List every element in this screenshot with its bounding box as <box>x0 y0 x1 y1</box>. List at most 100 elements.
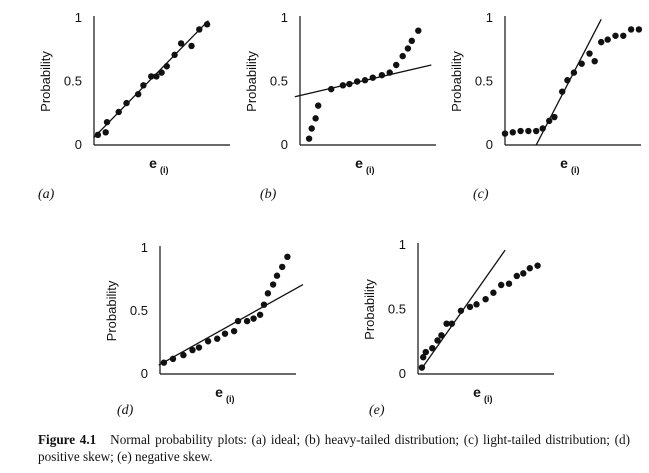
x-axis-label: e <box>560 155 568 171</box>
panel-label: (e) <box>369 403 385 418</box>
data-point <box>315 102 322 109</box>
data-point <box>94 131 102 139</box>
data-point <box>339 82 347 89</box>
data-point <box>123 99 130 107</box>
y-tick-label: 0 <box>399 366 406 381</box>
panel-label: (a) <box>38 187 55 202</box>
panel-c: 0 0.5 1 Probability e (i) (c) <box>449 10 643 202</box>
data-point <box>415 27 422 34</box>
data-point <box>354 78 361 85</box>
data-point <box>158 69 165 76</box>
data-point <box>221 330 229 337</box>
data-point <box>214 335 221 342</box>
data-point <box>448 320 455 327</box>
data-point <box>546 117 553 125</box>
data-point <box>591 57 598 65</box>
data-point <box>533 127 540 135</box>
data-point <box>525 127 532 135</box>
caption-label: Figure 4.1 <box>38 432 97 447</box>
data-point <box>346 80 353 88</box>
x-axis-label-subscript: (i) <box>226 394 235 404</box>
y-tick-label: 0 <box>486 137 493 152</box>
x-axis-label-subscript: (i) <box>484 394 493 404</box>
data-point <box>203 21 211 28</box>
data-point <box>308 125 315 132</box>
data-point <box>234 317 242 325</box>
data-point <box>534 262 541 269</box>
data-point <box>115 108 122 116</box>
x-axis-label-subscript: (i) <box>366 165 375 175</box>
data-point <box>586 50 593 57</box>
data-point <box>520 270 527 277</box>
data-point <box>443 320 450 327</box>
y-tick-label: 0.5 <box>475 74 493 89</box>
y-tick-label: 0 <box>281 137 288 152</box>
data-point <box>404 45 412 52</box>
data-point <box>466 303 474 311</box>
data-point <box>103 118 111 126</box>
data-point <box>438 332 445 339</box>
data-point <box>517 127 524 135</box>
data-point <box>564 77 571 84</box>
data-point <box>620 32 627 39</box>
data-point <box>551 113 558 121</box>
data-point <box>153 73 160 80</box>
data-point <box>135 91 142 98</box>
data-point <box>378 71 386 79</box>
y-tick-label: 1 <box>75 10 82 25</box>
y-axis-label: Probability <box>38 51 53 112</box>
x-axis-label: e <box>355 155 363 171</box>
data-point <box>612 32 619 39</box>
data-point <box>509 129 516 136</box>
data-point <box>188 42 195 50</box>
data-point <box>196 26 203 33</box>
data-point <box>399 52 406 60</box>
reference-line <box>158 283 304 366</box>
data-point <box>526 265 533 272</box>
data-point <box>539 125 546 132</box>
y-tick-label: 1 <box>141 240 148 255</box>
caption-text: Normal probability plots: (a) ideal; (b)… <box>38 432 630 464</box>
data-point <box>501 130 509 137</box>
data-point <box>482 295 489 303</box>
data-point <box>180 351 187 359</box>
data-point <box>204 338 212 345</box>
data-point <box>559 88 566 95</box>
data-point <box>490 289 497 296</box>
x-axis-label: e <box>215 384 223 400</box>
data-point <box>273 272 281 279</box>
data-point <box>420 354 427 361</box>
y-tick-label: 1 <box>281 10 288 25</box>
y-tick-label: 0.5 <box>270 74 288 89</box>
data-point <box>177 40 185 47</box>
figure-caption: Figure 4.1 Normal probability plots: (a)… <box>38 431 630 465</box>
data-point <box>250 315 257 322</box>
data-point <box>140 82 147 89</box>
y-tick-label: 0.5 <box>130 303 148 318</box>
y-axis-label: Probability <box>449 51 464 112</box>
y-axis-label: Probability <box>362 279 377 340</box>
data-point <box>269 281 277 288</box>
x-axis-label: e <box>473 384 481 400</box>
data-point <box>513 272 520 280</box>
data-point <box>408 37 415 45</box>
data-point <box>635 26 643 33</box>
data-point <box>160 359 168 366</box>
data-point <box>369 74 376 81</box>
data-point <box>434 337 441 344</box>
data-point <box>260 301 268 308</box>
y-axis-label: Probability <box>104 280 119 341</box>
data-point <box>604 36 611 43</box>
y-tick-label: 0 <box>141 366 148 381</box>
data-point <box>305 135 313 142</box>
data-point <box>429 345 436 352</box>
data-point <box>386 69 393 76</box>
data-point <box>570 69 578 76</box>
data-point <box>505 280 513 287</box>
panel-label: (c) <box>473 187 489 202</box>
x-axis-label-subscript: (i) <box>571 165 580 175</box>
data-point <box>598 38 605 46</box>
data-point <box>256 311 264 318</box>
y-tick-label: 1 <box>486 10 493 25</box>
